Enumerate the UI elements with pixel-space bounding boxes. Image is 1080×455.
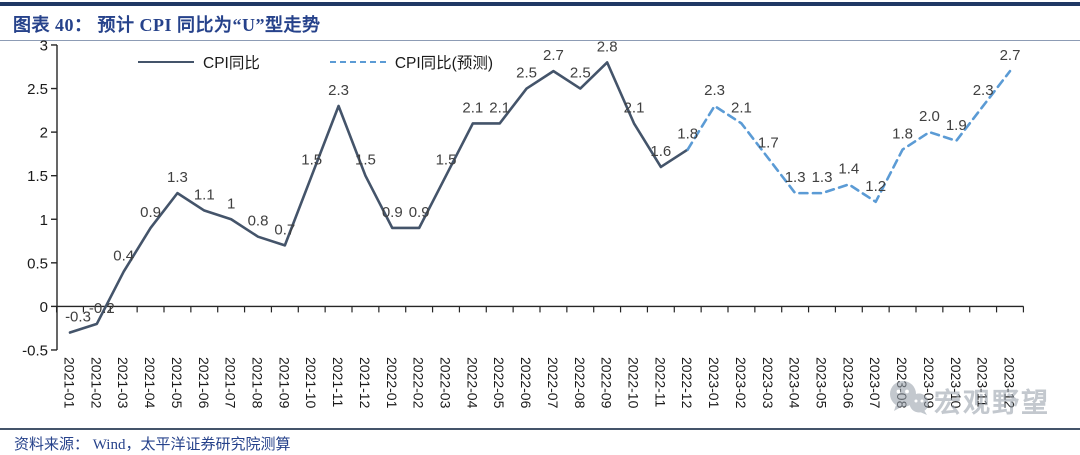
data-label: 2.8 bbox=[597, 38, 618, 55]
legend-label-actual: CPI同比 bbox=[203, 55, 260, 72]
x-axis-label: 2022-06 bbox=[518, 357, 534, 409]
y-axis-label: 1 bbox=[40, 212, 48, 229]
series-line-forecast bbox=[686, 69, 1012, 204]
data-label: 1 bbox=[227, 195, 235, 212]
dashed-line-sample-icon bbox=[329, 61, 386, 63]
y-axis-label: 2.5 bbox=[27, 81, 48, 98]
data-label: 1.3 bbox=[785, 169, 806, 186]
source-divider bbox=[0, 428, 1080, 430]
legend-label-forecast: CPI同比(预测) bbox=[394, 55, 494, 72]
y-axis-label: 1.5 bbox=[27, 168, 48, 185]
data-label: -0.2 bbox=[89, 300, 115, 317]
data-label: 2.5 bbox=[516, 65, 537, 82]
x-axis-label: 2022-04 bbox=[464, 357, 480, 409]
x-axis-label: 2022-11 bbox=[652, 357, 668, 408]
data-label: 1.6 bbox=[650, 143, 671, 160]
data-label: -0.3 bbox=[65, 309, 91, 326]
data-label: 2.7 bbox=[1000, 47, 1021, 64]
x-axis-label: 2021-08 bbox=[249, 357, 265, 409]
x-axis-label: 2023-10 bbox=[948, 357, 964, 409]
x-axis-label: 2022-01 bbox=[384, 357, 400, 409]
wechat-bubbles-icon bbox=[886, 378, 932, 423]
x-axis-label: 2023-11 bbox=[975, 357, 991, 408]
y-axis-label: 0 bbox=[40, 299, 48, 316]
x-axis-label: 2023-01 bbox=[706, 357, 722, 409]
watermark-text: 宏观野望 bbox=[934, 388, 1050, 418]
x-axis-label: 2022-05 bbox=[491, 357, 507, 409]
x-axis-label: 2023-04 bbox=[787, 357, 803, 409]
data-label: 0.9 bbox=[409, 204, 430, 221]
data-label: 0.9 bbox=[382, 204, 403, 221]
data-label: 2.3 bbox=[973, 82, 994, 99]
x-axis-label: 2022-10 bbox=[625, 357, 641, 409]
data-label: 1.2 bbox=[865, 178, 886, 195]
x-axis-label: 2022-08 bbox=[572, 357, 588, 409]
data-label: 1.4 bbox=[838, 160, 859, 177]
x-axis-label: 2023-06 bbox=[840, 357, 856, 409]
x-axis-label: 2022-02 bbox=[411, 357, 427, 409]
x-axis-label: 2023-05 bbox=[813, 357, 829, 409]
legend-item-actual: CPI同比 bbox=[138, 51, 260, 73]
x-axis-label: 2022-09 bbox=[599, 357, 615, 409]
watermark: 宏观野望 bbox=[886, 378, 1050, 423]
data-label: 2.1 bbox=[462, 99, 483, 116]
data-label: 1.1 bbox=[194, 187, 215, 204]
x-axis-label: 2021-09 bbox=[276, 357, 292, 409]
data-label: 2.3 bbox=[704, 82, 725, 99]
data-label: 0.8 bbox=[248, 213, 269, 230]
x-axis-label: 2022-12 bbox=[679, 357, 695, 409]
source-note: 资料来源： Wind，太平洋证券研究院测算 bbox=[14, 437, 291, 453]
x-axis-label: 2021-05 bbox=[169, 357, 185, 409]
chart-legend: CPI同比 CPI同比(预测) bbox=[138, 51, 493, 73]
data-label: 2.0 bbox=[919, 108, 940, 125]
x-axis-label: 2021-12 bbox=[357, 357, 373, 409]
data-label: 2.1 bbox=[489, 99, 510, 116]
x-axis-label: 2022-03 bbox=[437, 357, 453, 409]
x-axis-label: 2021-03 bbox=[115, 357, 131, 409]
x-axis-label: 2021-11 bbox=[330, 357, 346, 408]
y-axis-label: 0.5 bbox=[27, 255, 48, 272]
x-axis-label: 2021-07 bbox=[223, 357, 239, 409]
x-axis-label: 2021-02 bbox=[88, 357, 104, 409]
data-label: 0.9 bbox=[140, 204, 161, 221]
data-label: 1.5 bbox=[355, 152, 376, 169]
x-axis-label: 2023-12 bbox=[1001, 357, 1017, 409]
title-divider bbox=[0, 40, 1080, 41]
data-label: 1.5 bbox=[436, 152, 457, 169]
data-label: 1.5 bbox=[301, 152, 322, 169]
top-accent-bar bbox=[0, 2, 1080, 6]
data-label: 2.5 bbox=[570, 65, 591, 82]
data-label: 2.1 bbox=[731, 99, 752, 116]
y-axis-label: 3 bbox=[40, 37, 48, 54]
x-axis-label: 2021-01 bbox=[62, 357, 78, 409]
data-label: 0.7 bbox=[274, 221, 295, 238]
x-axis-label: 2023-02 bbox=[733, 357, 749, 409]
x-axis-label: 2021-04 bbox=[142, 357, 158, 409]
solid-line-sample-icon bbox=[138, 61, 194, 63]
x-axis-label: 2023-07 bbox=[867, 357, 883, 409]
data-label: 2.3 bbox=[328, 82, 349, 99]
data-label: 1.3 bbox=[167, 169, 188, 186]
x-axis-label: 2022-07 bbox=[545, 357, 561, 409]
data-label: 1.9 bbox=[946, 117, 967, 134]
x-axis-label: 2021-10 bbox=[303, 357, 319, 409]
data-label: 2.1 bbox=[624, 99, 645, 116]
data-label: 0.4 bbox=[113, 248, 134, 265]
y-axis-label: -0.5 bbox=[22, 342, 48, 359]
series-line-actual bbox=[68, 61, 690, 334]
x-axis-label: 2023-03 bbox=[760, 357, 776, 409]
figure-title: 图表 40： 预计 CPI 同比为“U”型走势 bbox=[13, 15, 321, 35]
y-axis-label: 2 bbox=[40, 125, 48, 142]
data-label: 1.8 bbox=[677, 126, 698, 143]
data-label: 1.3 bbox=[812, 169, 833, 186]
x-axis-label: 2021-06 bbox=[196, 357, 212, 409]
data-label: 1.7 bbox=[758, 134, 779, 151]
data-label: 2.7 bbox=[543, 47, 564, 64]
data-label: 1.8 bbox=[892, 126, 913, 143]
legend-item-forecast: CPI同比(预测) bbox=[329, 51, 494, 73]
